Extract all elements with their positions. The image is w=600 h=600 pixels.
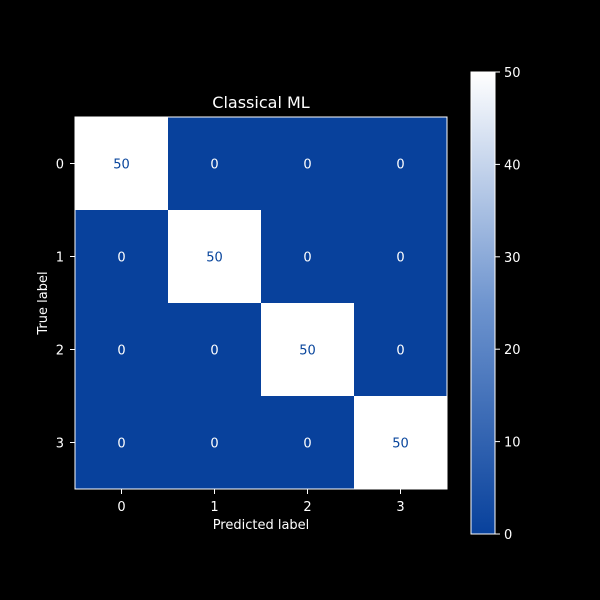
heatmap-cell [261,210,355,304]
cell-value-label: 0 [117,251,125,266]
x-tick-label: 0 [117,500,125,515]
heatmap-cell [354,210,448,304]
colorbar-tick-label: 50 [504,66,521,81]
cell-value-label: 0 [396,158,404,173]
colorbar-tick-label: 20 [504,343,521,358]
y-axis-ticks: 0 1 2 3 [56,158,75,452]
heatmap-cell [75,210,169,304]
y-tick-label: 2 [56,344,64,359]
y-tick-label: 3 [56,437,64,452]
cell-value-label: 0 [396,344,404,359]
cell-value-label: 0 [303,251,311,266]
cell-value-label: 0 [210,158,218,173]
cell-value-label: 0 [396,251,404,266]
heatmap-cell [354,303,448,397]
x-tick-label: 2 [303,500,311,515]
cell-value-label: 50 [113,158,130,173]
colorbar-tick-label: 10 [504,436,521,451]
heatmap-cell [354,396,448,490]
cell-value-label: 0 [210,344,218,359]
x-axis-ticks: 0 1 2 3 [117,489,405,515]
heatmap-cell [168,396,262,490]
heatmap-cell [168,303,262,397]
heatmap-cell [75,117,169,211]
colorbar-tick-label: 0 [504,528,512,543]
colorbar-ticks: 0 10 20 30 40 50 [495,66,521,543]
cell-value-label: 0 [117,437,125,452]
heatmap-cell [261,396,355,490]
heatmap-cell [354,117,448,211]
cell-value-label: 0 [117,344,125,359]
y-tick-label: 1 [56,251,64,266]
cell-value-label: 0 [303,437,311,452]
cell-value-label: 50 [299,344,316,359]
plot-frame [74,116,448,490]
heatmap-cell [168,210,262,304]
y-tick-label: 0 [56,158,64,173]
colorbar-tick-label: 30 [504,251,521,266]
heatmap-cell [75,303,169,397]
colorbar-tick-label: 40 [504,158,521,173]
y-axis-label: True label [36,271,51,335]
heatmap-cell [261,303,355,397]
x-tick-label: 3 [396,500,404,515]
cell-value-label: 50 [206,251,223,266]
colorbar [470,71,496,535]
heatmap-cell [168,117,262,211]
x-tick-label: 1 [210,500,218,515]
cell-value-label: 0 [303,158,311,173]
chart-title: Classical ML [212,93,309,112]
heatmap-cells: 50 0 0 0 0 50 0 0 0 0 50 0 0 0 0 50 [75,117,448,490]
heatmap-cell [261,117,355,211]
x-axis-label: Predicted label [213,518,310,533]
cell-value-label: 50 [392,437,409,452]
heatmap-cell [75,396,169,490]
cell-value-label: 0 [210,437,218,452]
